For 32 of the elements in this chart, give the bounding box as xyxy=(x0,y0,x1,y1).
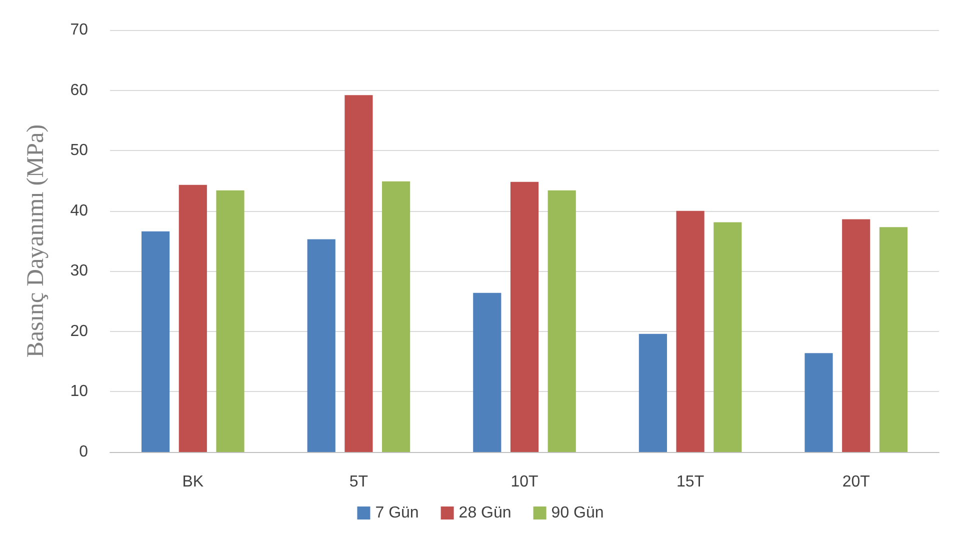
x-tick-label: 5T xyxy=(349,474,368,490)
y-axis-title: Basınç Dayanımı (MPa) xyxy=(23,124,49,358)
y-tick-label: 40 xyxy=(70,202,88,220)
y-tick-label: 20 xyxy=(70,322,88,340)
x-tick-label: 20T xyxy=(842,474,870,490)
legend-label: 7 Gün xyxy=(375,504,419,522)
bar xyxy=(473,292,502,452)
bar xyxy=(714,222,742,452)
bar xyxy=(216,190,244,452)
y-tick-label: 0 xyxy=(79,444,88,460)
y-tick-label: 10 xyxy=(70,383,88,400)
bar xyxy=(344,95,373,452)
y-tick-label: 50 xyxy=(70,142,88,160)
bar xyxy=(638,334,667,452)
y-tick-label: 30 xyxy=(70,262,88,280)
legend-label: 90 Gün xyxy=(551,504,604,522)
bar xyxy=(842,219,870,452)
bar xyxy=(548,190,576,452)
bar xyxy=(510,182,539,452)
bar xyxy=(178,184,207,452)
bar xyxy=(804,353,833,452)
x-tick-label: BK xyxy=(182,474,204,490)
y-tick-label: 70 xyxy=(70,22,88,38)
y-tick-label: 60 xyxy=(70,82,88,99)
bar xyxy=(307,239,336,452)
legend-label: 28 Gün xyxy=(458,504,512,522)
x-tick-label: 10T xyxy=(510,474,539,490)
bar xyxy=(676,210,704,452)
bar xyxy=(142,231,170,452)
x-tick-label: 15T xyxy=(676,474,704,490)
bar xyxy=(879,227,908,452)
bar xyxy=(382,181,410,452)
